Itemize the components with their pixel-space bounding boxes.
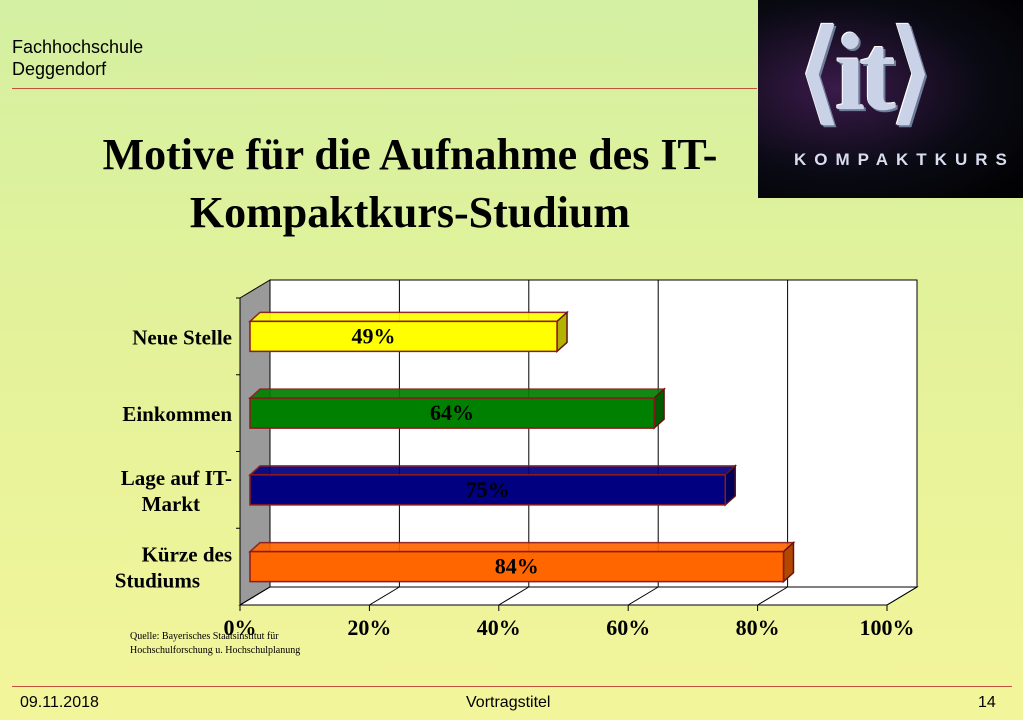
slide-title-line-2: Kompaktkurs-Studium bbox=[189, 188, 631, 237]
x-tick-label: 40% bbox=[477, 615, 521, 640]
footer-title: Vortragstitel bbox=[466, 694, 551, 711]
logo-word-text: it bbox=[834, 11, 896, 133]
floor-gridline bbox=[369, 586, 400, 606]
slide-title-line-1: Motive für die Aufnahme des IT- bbox=[102, 130, 718, 179]
bar-data-label: 64% bbox=[430, 400, 474, 425]
header-divider bbox=[12, 88, 757, 89]
institution-line-1: Fachhochschule bbox=[12, 37, 144, 57]
category-label: Markt bbox=[142, 492, 200, 516]
bar-top-face bbox=[248, 541, 796, 553]
floor-gridline bbox=[886, 586, 918, 606]
category-label: Lage auf IT- bbox=[121, 466, 232, 490]
institution-line-2: Deggendorf bbox=[12, 59, 107, 79]
slide-title: Motive für die Aufnahme des IT- Kompaktk… bbox=[0, 126, 820, 242]
logo-subtitle: KOMPAKTKURS bbox=[794, 150, 1015, 169]
bar-data-label: 75% bbox=[466, 477, 510, 502]
x-tick-label: 100% bbox=[860, 615, 915, 640]
category-label: Kürze des bbox=[142, 543, 232, 567]
it-kompaktkurs-logo: ⟨it⟩ KOMPAKTKURS bbox=[758, 0, 1023, 198]
x-tick-label: 0% bbox=[224, 615, 257, 640]
institution-name: Fachhochschule Deggendorf bbox=[12, 36, 143, 80]
bar-top-face bbox=[248, 388, 667, 399]
bar bbox=[249, 397, 655, 429]
floor-gridline bbox=[239, 586, 271, 606]
source-line-2: Hochschulforschung u. Hochschulplanung bbox=[130, 645, 301, 656]
bar-data-label: 84% bbox=[495, 554, 539, 579]
x-tick-label: 60% bbox=[606, 615, 650, 640]
floor-gridline bbox=[757, 586, 788, 606]
category-label: Studiums bbox=[115, 569, 200, 593]
bar bbox=[249, 474, 726, 506]
floor-gridline bbox=[498, 586, 530, 606]
footer-date: 09.11.2018 bbox=[20, 694, 99, 711]
floor-gridline bbox=[627, 586, 659, 606]
x-tick-label: 80% bbox=[736, 615, 780, 640]
footer-divider bbox=[12, 686, 1012, 687]
bar-data-label: 49% bbox=[352, 323, 396, 348]
logo-word: ⟨it⟩ bbox=[798, 11, 933, 133]
x-tick-label: 20% bbox=[347, 615, 391, 640]
plot-floor bbox=[238, 586, 919, 606]
bar bbox=[249, 320, 558, 353]
bar-top-face bbox=[248, 465, 738, 476]
footer-page-number: 14 bbox=[978, 694, 996, 711]
category-label: Neue Stelle bbox=[132, 325, 232, 349]
category-label: Einkommen bbox=[122, 402, 232, 426]
source-line-1: Quelle: Bayerisches Staatsinstitut für bbox=[130, 631, 279, 642]
bar bbox=[249, 550, 785, 583]
source-note: Quelle: Bayerisches Staatsinstitut für H… bbox=[130, 630, 300, 658]
bar-top-face bbox=[248, 311, 569, 323]
